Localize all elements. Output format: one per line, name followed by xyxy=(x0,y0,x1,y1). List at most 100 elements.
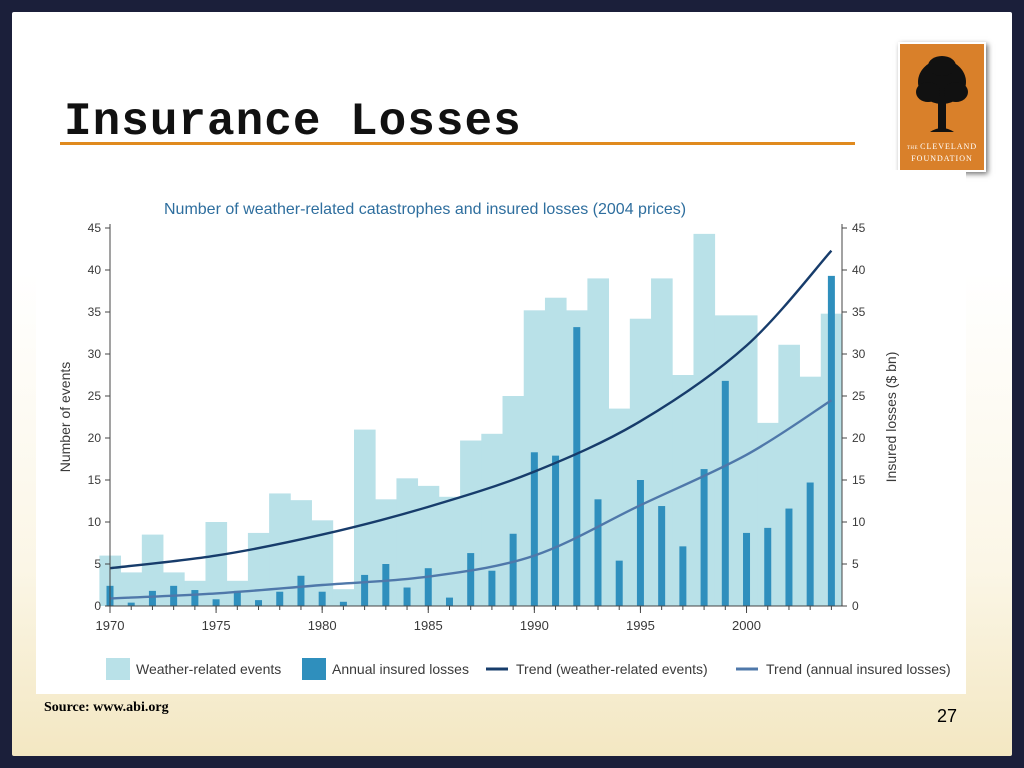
losses-bar xyxy=(318,591,326,606)
losses-bar xyxy=(594,499,602,606)
losses-bar xyxy=(764,527,772,606)
chart-panel: Number of weather-related catastrophes a… xyxy=(36,170,966,694)
events-bar xyxy=(290,500,312,606)
events-bar xyxy=(651,278,673,606)
y-tick-label-left: 20 xyxy=(88,431,102,445)
y-tick-label-left: 40 xyxy=(88,263,102,277)
losses-bar xyxy=(339,601,347,606)
losses-bar xyxy=(424,568,432,606)
events-bar xyxy=(141,534,164,606)
y-tick-label-left: 25 xyxy=(88,389,102,403)
y-tick-label-right: 35 xyxy=(852,305,866,319)
losses-bar xyxy=(679,546,687,606)
tree-icon xyxy=(916,56,968,132)
losses-bar xyxy=(573,327,581,606)
x-tick-label: 1970 xyxy=(96,618,125,633)
events-bar xyxy=(481,433,503,606)
chart: Number of weather-related catastrophes a… xyxy=(57,201,951,680)
losses-bar xyxy=(255,600,263,606)
events-bar xyxy=(438,496,461,606)
losses-bar xyxy=(488,570,496,606)
losses-bar xyxy=(636,480,644,606)
losses-bar xyxy=(743,532,751,606)
losses-bar xyxy=(615,560,623,606)
losses-bar xyxy=(127,602,135,606)
slide-title: Insurance Losses xyxy=(64,96,522,148)
events-bar xyxy=(502,396,525,606)
events-bar xyxy=(354,429,376,606)
y-tick-label-left: 45 xyxy=(88,221,102,235)
x-tick-label: 1975 xyxy=(202,618,231,633)
losses-bar xyxy=(403,587,411,606)
losses-bar xyxy=(785,508,793,606)
events-bar xyxy=(396,478,419,606)
the-cleveland-foundation-logo: THE CLEVELAND FOUNDATION xyxy=(898,42,986,172)
trend-events-line xyxy=(109,249,833,570)
losses-bar xyxy=(297,575,305,606)
events-bar xyxy=(672,375,694,606)
events-bar xyxy=(269,493,291,606)
events-bar xyxy=(778,344,800,606)
y-tick-label-right: 25 xyxy=(852,389,866,403)
x-tick-label: 1980 xyxy=(308,618,337,633)
events-bar xyxy=(757,422,779,606)
logo-text: THE CLEVELAND FOUNDATION xyxy=(906,142,978,163)
y-tick-label-left: 0 xyxy=(94,599,101,613)
losses-bar xyxy=(530,452,538,606)
losses-bar xyxy=(721,380,729,606)
losses-bar xyxy=(361,574,369,606)
source-note: Source: www.abi.org xyxy=(44,700,169,715)
chart-title: Number of weather-related catastrophes a… xyxy=(164,201,686,218)
y-tick-label-left: 10 xyxy=(88,515,102,529)
legend-label: Annual insured losses xyxy=(332,661,469,677)
x-tick-label: 2000 xyxy=(732,618,761,633)
y-axis-title-right: Insured losses ($ bn) xyxy=(883,352,899,483)
losses-bar xyxy=(509,533,517,606)
y-axis-title-left: Number of events xyxy=(57,362,73,473)
legend-label: Weather-related events xyxy=(136,661,281,677)
losses-bar xyxy=(467,553,475,606)
losses-bar xyxy=(382,564,390,606)
losses-bar xyxy=(827,275,835,606)
legend-label: Trend (weather-related events) xyxy=(516,661,708,677)
y-tick-label-right: 0 xyxy=(852,599,859,613)
losses-bar xyxy=(700,469,708,606)
events-bar xyxy=(460,440,482,606)
losses-bar xyxy=(806,482,814,606)
events-bar xyxy=(629,318,652,606)
losses-bar xyxy=(552,455,560,606)
y-tick-label-right: 20 xyxy=(852,431,866,445)
losses-bar xyxy=(233,590,241,606)
legend-swatch xyxy=(302,658,326,680)
x-tick-label: 1995 xyxy=(626,618,655,633)
events-bar xyxy=(247,532,270,606)
losses-bar xyxy=(191,590,199,606)
y-tick-label-right: 30 xyxy=(852,347,866,361)
losses-bar xyxy=(212,599,220,606)
events-bar xyxy=(332,589,355,606)
events-bar xyxy=(693,233,716,606)
events-bar xyxy=(544,297,567,606)
slide: Insurance Losses THE CLEVELAND FOUNDATION… xyxy=(12,12,1012,756)
events-bar xyxy=(608,408,631,606)
legend-swatch xyxy=(106,658,130,680)
y-tick-label-right: 10 xyxy=(852,515,866,529)
x-tick-label: 1985 xyxy=(414,618,443,633)
title-underline xyxy=(60,142,855,145)
y-tick-label-left: 15 xyxy=(88,473,102,487)
y-tick-label-right: 40 xyxy=(852,263,866,277)
trend-losses-line xyxy=(109,399,833,600)
legend-label: Trend (annual insured losses) xyxy=(766,661,951,677)
losses-bar xyxy=(148,590,156,606)
y-tick-label-right: 5 xyxy=(852,557,859,571)
losses-bar xyxy=(276,591,284,606)
y-tick-label-right: 15 xyxy=(852,473,866,487)
y-tick-label-left: 35 xyxy=(88,305,102,319)
losses-bar xyxy=(658,506,666,606)
losses-bar xyxy=(445,597,453,606)
events-bar xyxy=(120,572,143,606)
y-tick-label-left: 5 xyxy=(94,557,101,571)
x-tick-label: 1990 xyxy=(520,618,549,633)
y-tick-label-right: 45 xyxy=(852,221,866,235)
events-bar xyxy=(205,522,228,606)
